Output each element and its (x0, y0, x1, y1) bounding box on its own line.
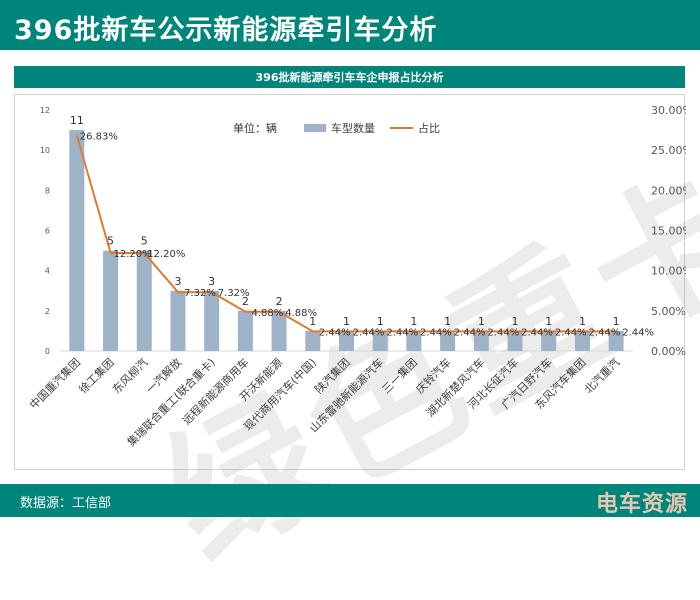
y-left-tick-label: 12 (40, 106, 50, 115)
line-value-label: 12.20% (147, 249, 185, 260)
legend-swatch-bar (304, 124, 326, 132)
chart-title-bar: 396批新能源牵引车车企申报占比分析 (14, 66, 685, 88)
bar-value-label: 2 (242, 295, 249, 308)
unit-label: 单位：辆 (233, 121, 277, 135)
bar (541, 330, 557, 351)
y-right-tick-label: 15.00% (651, 225, 686, 238)
bar-value-label: 1 (309, 315, 316, 328)
bar-value-label: 1 (377, 315, 384, 328)
y-left-tick-label: 0 (45, 347, 50, 356)
page-title: 396批新车公示新能源牵引车分析 (14, 15, 438, 46)
line-value-label: 2.44% (589, 327, 621, 338)
bar (440, 330, 456, 351)
bar-value-label: 1 (512, 315, 519, 328)
line-value-label: 2.44% (454, 327, 486, 338)
line-value-label: 2.44% (521, 327, 553, 338)
footer-bar: 数据源：工信部 电车资源 (0, 484, 700, 517)
bar (406, 330, 422, 351)
bar (271, 310, 287, 351)
y-left-tick-label: 4 (45, 267, 50, 276)
y-right-tick-label: 0.00% (651, 345, 686, 358)
line-value-label: 2.44% (487, 327, 519, 338)
brand-logo: 电车资源 (595, 492, 688, 517)
bar-value-label: 2 (276, 295, 283, 308)
bar-value-label: 5 (141, 235, 148, 248)
x-category-label: 徐工集团 (76, 355, 117, 396)
chart: 0246810120.00%5.00%10.00%15.00%20.00%25.… (26, 104, 686, 449)
bar (507, 330, 523, 351)
x-category-label: 三一集团 (379, 355, 420, 396)
y-right-tick-label: 10.00% (651, 265, 686, 278)
line-series-占比 (75, 135, 617, 333)
y-left-tick-label: 6 (45, 227, 50, 236)
legend-label: 车型数量 (331, 121, 375, 135)
bar (305, 330, 321, 351)
header-bar: 396批新车公示新能源牵引车分析 (0, 0, 700, 50)
bar (237, 310, 253, 351)
bar (69, 130, 85, 351)
bar-value-label: 11 (70, 114, 84, 127)
line-value-label: 2.44% (353, 327, 385, 338)
line-value-label: 4.88% (251, 308, 283, 319)
bar-value-label: 5 (107, 235, 114, 248)
line-value-label: 7.32% (218, 288, 250, 299)
bar (608, 330, 624, 351)
y-right-tick-label: 30.00% (651, 104, 686, 117)
bar (170, 290, 186, 351)
bar-value-label: 1 (545, 315, 552, 328)
line-value-label: 7.32% (184, 288, 216, 299)
y-right-tick-label: 5.00% (651, 305, 686, 318)
line-value-label: 12.20% (113, 249, 151, 260)
bar-value-label: 1 (579, 315, 586, 328)
line-value-label: 2.44% (420, 327, 452, 338)
bar-value-label: 1 (444, 315, 451, 328)
bar (339, 330, 354, 351)
line-value-label: 2.44% (622, 327, 654, 338)
bar (372, 330, 388, 351)
y-right-tick-label: 20.00% (651, 184, 686, 197)
y-left-tick-label: 10 (40, 146, 50, 155)
bar (473, 330, 489, 351)
line-value-label: 2.44% (555, 327, 587, 338)
y-left-tick-label: 2 (45, 307, 50, 316)
line-value-label: 26.83% (80, 131, 118, 142)
x-category-label: 东风柳汽 (109, 355, 150, 396)
line-value-label: 2.44% (386, 327, 418, 338)
y-right-tick-label: 25.00% (651, 144, 686, 157)
chart-frame: 绿色重卡 0246810120.00%5.00%10.00%15.00%20.0… (14, 94, 700, 592)
bar (574, 330, 590, 351)
bar (136, 250, 152, 351)
bar (103, 250, 119, 351)
line-value-label: 4.88% (285, 308, 317, 319)
x-category-label: 中国重汽集团 (26, 355, 83, 412)
y-left-tick-label: 8 (45, 186, 50, 195)
x-category-label: 湖北新楚风汽车 (423, 355, 487, 419)
bar-value-label: 1 (343, 315, 350, 328)
chart-title: 396批新能源牵引车车企申报占比分析 (255, 71, 444, 84)
bar-value-label: 3 (208, 275, 215, 288)
bar-value-label: 1 (478, 315, 485, 328)
line-value-label: 2.44% (319, 327, 351, 338)
bar-value-label: 3 (174, 275, 181, 288)
data-source: 数据源：工信部 (20, 496, 112, 511)
legend-label: 占比 (418, 121, 440, 135)
bar-value-label: 1 (613, 315, 620, 328)
bar-value-label: 1 (410, 315, 417, 328)
x-category-label: 北汽重汽 (581, 355, 622, 396)
bar (204, 290, 220, 351)
